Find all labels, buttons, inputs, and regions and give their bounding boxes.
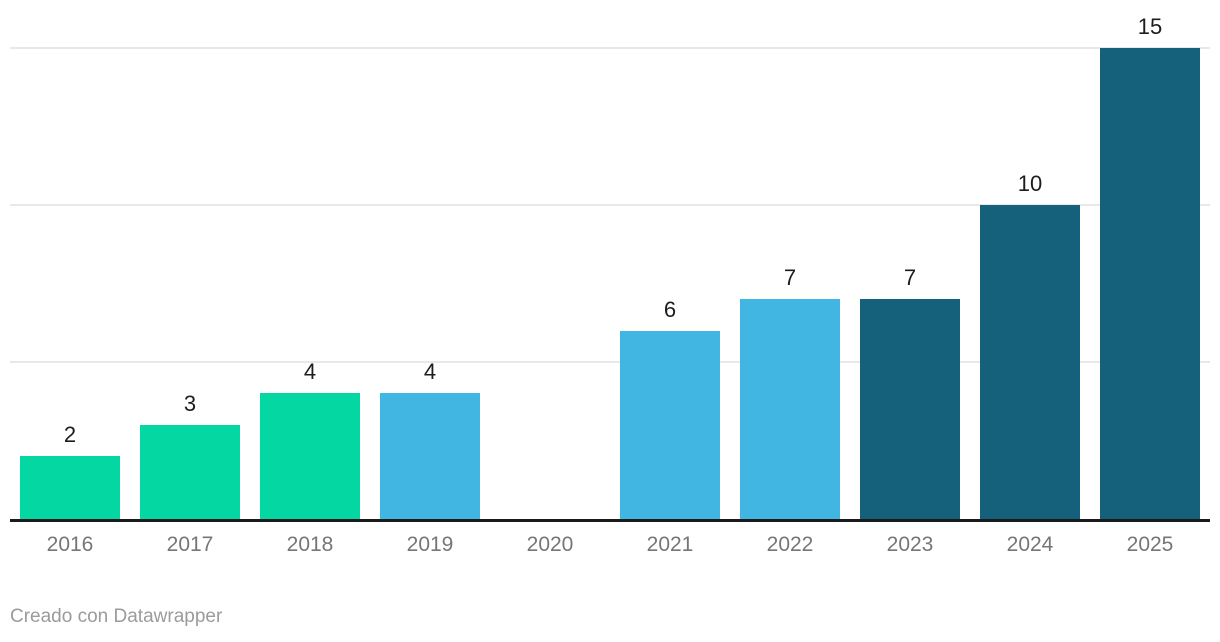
bar-2021 xyxy=(620,331,720,519)
gridline-15 xyxy=(10,47,1210,49)
x-axis-label-2016: 2016 xyxy=(46,533,94,556)
bar-2017 xyxy=(140,425,240,519)
bar-value-label-2023: 7 xyxy=(903,265,917,290)
bar-2022 xyxy=(740,299,840,519)
bar-value-label-2017: 3 xyxy=(183,391,197,416)
bar-value-label-2022: 7 xyxy=(783,265,797,290)
bar-value-label-2021: 6 xyxy=(663,297,677,322)
x-axis-line xyxy=(10,519,1210,522)
bar-value-label-2025: 15 xyxy=(1137,14,1163,39)
gridline-5 xyxy=(10,361,1210,363)
x-axis-label-2020: 2020 xyxy=(526,533,574,556)
gridline-10 xyxy=(10,204,1210,206)
x-axis-label-2019: 2019 xyxy=(406,533,454,556)
bar-2018 xyxy=(260,393,360,519)
bar-value-label-2016: 2 xyxy=(63,422,77,447)
x-axis-label-2021: 2021 xyxy=(646,533,694,556)
x-axis-label-2023: 2023 xyxy=(886,533,934,556)
datawrapper-credit-link[interactable]: Creado con Datawrapper xyxy=(10,606,223,627)
bar-value-label-2018: 4 xyxy=(303,359,317,384)
bar-2024 xyxy=(980,205,1080,519)
bar-2023 xyxy=(860,299,960,519)
x-axis-label-2018: 2018 xyxy=(286,533,334,556)
bar-2016 xyxy=(20,456,120,519)
bar-value-label-2019: 4 xyxy=(423,359,437,384)
bar-2025 xyxy=(1100,48,1200,519)
x-axis-label-2024: 2024 xyxy=(1006,533,1054,556)
x-axis-label-2017: 2017 xyxy=(166,533,214,556)
bar-value-label-2024: 10 xyxy=(1017,171,1043,196)
x-axis-label-2022: 2022 xyxy=(766,533,814,556)
bar-2019 xyxy=(380,393,480,519)
x-axis-label-2025: 2025 xyxy=(1126,533,1174,556)
